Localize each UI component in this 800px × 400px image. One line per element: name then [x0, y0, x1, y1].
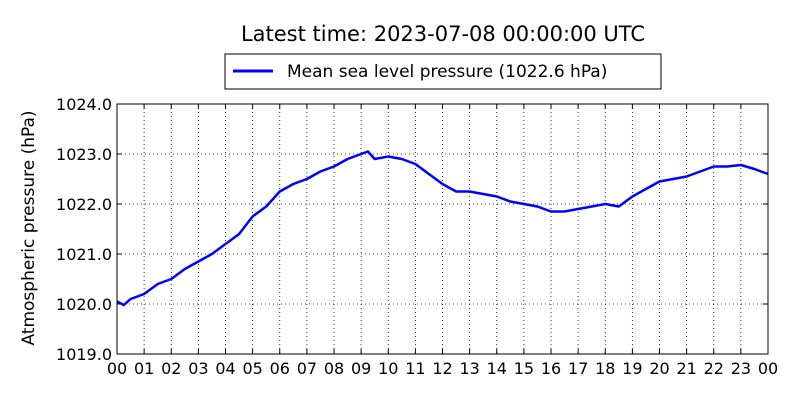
x-tick-label: 04 [215, 359, 235, 378]
x-tick-label: 01 [134, 359, 154, 378]
legend: Mean sea level pressure (1022.6 hPa) [224, 53, 662, 90]
y-axis-label: Atmospheric pressure (hPa) [19, 110, 39, 345]
x-tick-label: 23 [731, 359, 751, 378]
x-tick-label: 06 [270, 359, 290, 378]
series-line-mean-sea-level-pressure [116, 150, 769, 307]
x-tick-label: 10 [378, 359, 398, 378]
x-tick-label: 02 [161, 359, 181, 378]
x-tick-label: 22 [704, 359, 724, 378]
legend-label: Mean sea level pressure (1022.6 hPa) [287, 62, 607, 82]
y-tick-label: 1021.0 [56, 245, 112, 264]
x-tick-label: 05 [242, 359, 262, 378]
y-tick-labels: 1019.0 1020.0 1021.0 1022.0 1023.0 1024.0 [56, 95, 112, 364]
y-tick-label: 1023.0 [56, 145, 112, 164]
x-tick-label: 00 [758, 359, 778, 378]
y-tick-label: 1024.0 [56, 95, 112, 114]
x-tick-label: 16 [541, 359, 561, 378]
x-tick-label: 13 [459, 359, 479, 378]
x-tick-label: 09 [351, 359, 371, 378]
x-tick-label: 15 [514, 359, 534, 378]
x-tick-label: 14 [487, 359, 507, 378]
x-tick-labels: 00 01 02 03 04 05 06 07 08 09 10 11 12 13 14 15 16 17 18 19… [107, 359, 778, 378]
x-tick-label: 00 [107, 359, 127, 378]
x-tick-label: 03 [188, 359, 208, 378]
x-tick-label: 19 [622, 359, 642, 378]
x-tick-label: 21 [676, 359, 696, 378]
x-tick-label: 11 [405, 359, 425, 378]
x-tick-label: 08 [324, 359, 344, 378]
y-tick-label: 1019.0 [56, 345, 112, 364]
x-tick-label: 18 [595, 359, 615, 378]
x-tick-label: 12 [432, 359, 452, 378]
grid [117, 104, 768, 354]
plot-frame [116, 103, 769, 355]
chart-title: Latest time: 2023-07-08 00:00:00 UTC [241, 22, 645, 46]
x-tick-label: 07 [297, 359, 317, 378]
legend-box [224, 53, 662, 90]
x-tick-label: 20 [649, 359, 669, 378]
x-tick-label: 17 [568, 359, 588, 378]
y-tick-label: 1022.0 [56, 195, 112, 214]
y-tick-label: 1020.0 [56, 295, 112, 314]
